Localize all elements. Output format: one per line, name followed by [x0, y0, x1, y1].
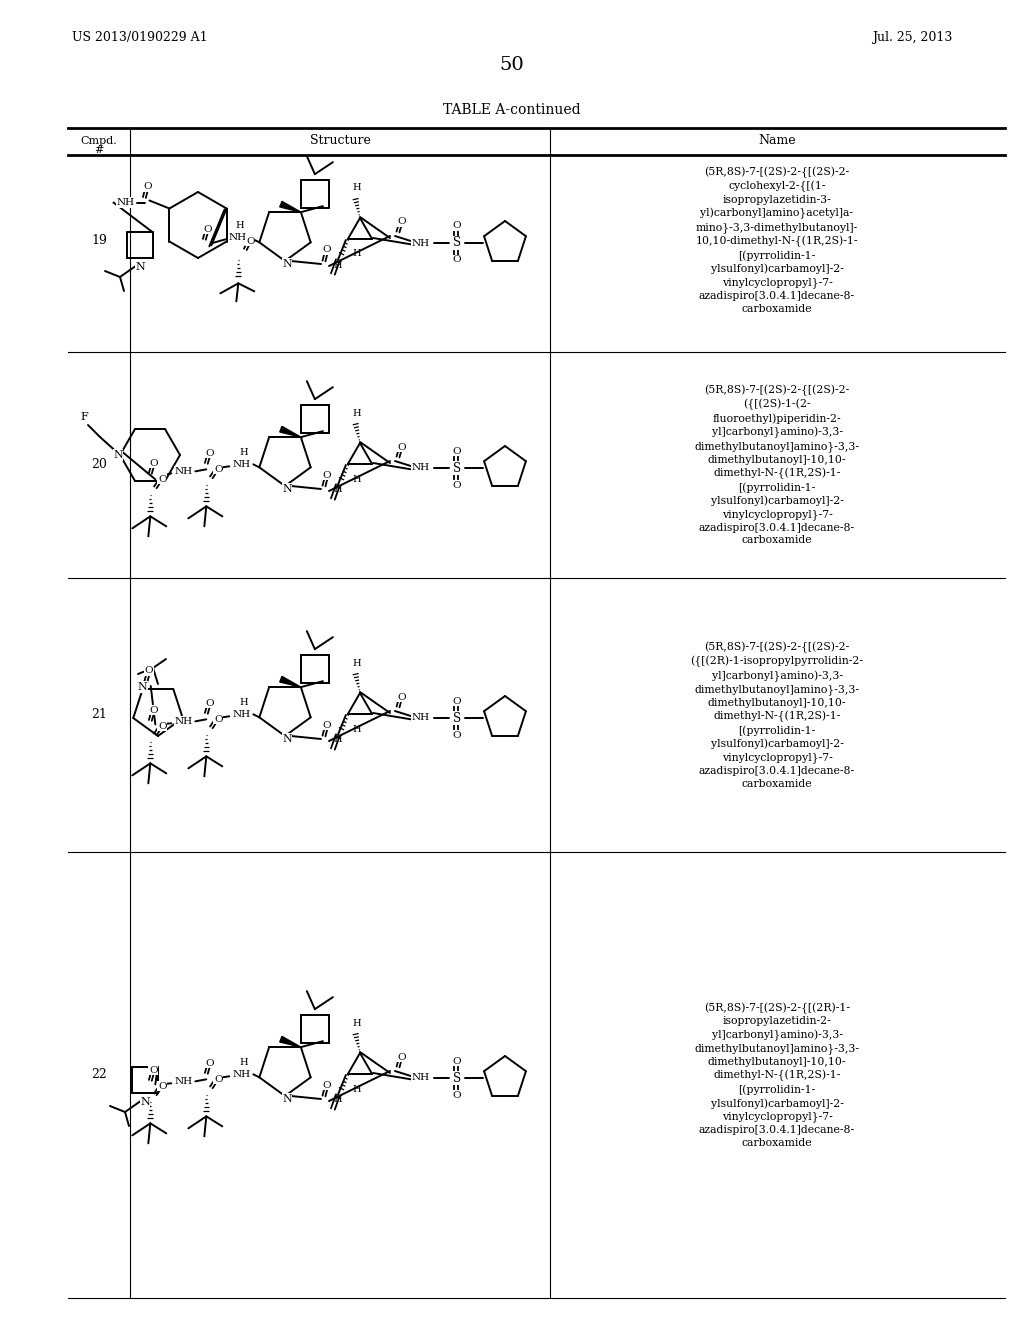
Text: N: N: [283, 1094, 292, 1104]
Polygon shape: [280, 202, 301, 213]
Text: (5R,8S)-7-[(2S)-2-{[(2R)-1-
isopropylazetidin-2-
yl]carbonyl}amino)-3,3-
dimethy: (5R,8S)-7-[(2S)-2-{[(2R)-1- isopropylaze…: [694, 1002, 859, 1148]
Text: NH: NH: [232, 710, 251, 719]
Text: O: O: [158, 722, 167, 731]
Text: S: S: [453, 1072, 461, 1085]
Text: 50: 50: [500, 55, 524, 74]
Text: O: O: [205, 449, 214, 458]
Text: Structure: Structure: [309, 135, 371, 148]
Text: O: O: [150, 459, 158, 467]
Text: NH: NH: [174, 1077, 193, 1086]
Text: US 2013/0190229 A1: US 2013/0190229 A1: [72, 30, 208, 44]
Text: N: N: [283, 259, 292, 269]
Text: Cmpd.: Cmpd.: [81, 136, 118, 147]
Text: Jul. 25, 2013: Jul. 25, 2013: [871, 30, 952, 44]
Text: O: O: [453, 1056, 462, 1065]
Text: (5R,8S)-7-[(2S)-2-{[(2S)-2-
({[(2S)-1-(2-
fluoroethyl)piperidin-2-
yl]carbonyl}a: (5R,8S)-7-[(2S)-2-{[(2S)-2- ({[(2S)-1-(2…: [694, 384, 859, 545]
Text: S: S: [453, 236, 461, 249]
Text: O: O: [205, 1059, 214, 1068]
Text: N: N: [283, 734, 292, 744]
Text: Name: Name: [758, 135, 796, 148]
Text: O: O: [323, 1081, 332, 1089]
Text: O: O: [203, 224, 212, 234]
Text: H: H: [239, 447, 248, 457]
Text: H: H: [334, 260, 342, 269]
Text: 22: 22: [91, 1068, 106, 1081]
Text: O: O: [246, 236, 255, 246]
Text: O: O: [453, 446, 462, 455]
Text: TABLE A-continued: TABLE A-continued: [443, 103, 581, 117]
Text: O: O: [323, 246, 332, 255]
Text: O: O: [214, 465, 222, 474]
Text: H: H: [352, 408, 361, 417]
Text: S: S: [453, 462, 461, 474]
Text: NH: NH: [412, 1073, 430, 1082]
Polygon shape: [280, 676, 301, 688]
Text: NH: NH: [174, 717, 193, 726]
Text: N: N: [113, 450, 123, 459]
Text: 21: 21: [91, 709, 106, 722]
Text: 20: 20: [91, 458, 106, 471]
Text: O: O: [397, 693, 407, 701]
Text: NH: NH: [412, 239, 430, 248]
Text: NH: NH: [412, 463, 430, 473]
Text: O: O: [214, 1074, 222, 1084]
Text: N: N: [138, 682, 147, 692]
Text: NH: NH: [117, 198, 134, 207]
Text: S: S: [453, 711, 461, 725]
Text: O: O: [453, 222, 462, 231]
Text: H: H: [352, 659, 361, 668]
Text: H: H: [334, 735, 342, 744]
Text: O: O: [397, 442, 407, 451]
Text: O: O: [397, 1052, 407, 1061]
Text: O: O: [453, 697, 462, 705]
Text: O: O: [323, 470, 332, 479]
Text: H: H: [352, 183, 361, 193]
Text: O: O: [397, 218, 407, 227]
Text: N: N: [140, 1097, 150, 1107]
Text: F: F: [80, 412, 88, 422]
Text: O: O: [144, 667, 153, 676]
Text: O: O: [143, 182, 152, 191]
Text: H: H: [352, 249, 360, 259]
Text: O: O: [453, 480, 462, 490]
Polygon shape: [280, 1036, 301, 1047]
Text: (5R,8S)-7-[(2S)-2-{[(2S)-2-
({[(2R)-1-isopropylpyrrolidin-2-
yl]carbonyl}amino)-: (5R,8S)-7-[(2S)-2-{[(2S)-2- ({[(2R)-1-is…: [690, 642, 863, 788]
Text: #: #: [94, 145, 103, 154]
Text: N: N: [283, 484, 292, 494]
Text: NH: NH: [174, 467, 193, 475]
Text: H: H: [239, 1057, 248, 1067]
Text: (5R,8S)-7-[(2S)-2-{[(2S)-2-
cyclohexyl-2-{[(1-
isopropylazetidin-3-
yl)carbonyl]: (5R,8S)-7-[(2S)-2-{[(2S)-2- cyclohexyl-2…: [695, 166, 858, 314]
Text: H: H: [236, 220, 244, 230]
Text: O: O: [150, 706, 158, 715]
Text: NH: NH: [232, 1069, 251, 1078]
Text: H: H: [352, 725, 360, 734]
Text: O: O: [453, 256, 462, 264]
Text: O: O: [453, 730, 462, 739]
Text: O: O: [158, 1082, 167, 1090]
Text: NH: NH: [412, 714, 430, 722]
Text: H: H: [334, 1096, 342, 1105]
Text: H: H: [239, 698, 248, 706]
Text: O: O: [323, 721, 332, 730]
Text: NH: NH: [228, 232, 247, 242]
Text: 19: 19: [91, 234, 106, 247]
Polygon shape: [280, 426, 301, 437]
Text: H: H: [352, 474, 360, 483]
Text: H: H: [334, 486, 342, 495]
Text: NH: NH: [232, 459, 251, 469]
Text: H: H: [352, 1085, 360, 1093]
Text: O: O: [158, 475, 167, 484]
Text: O: O: [150, 1065, 158, 1074]
Text: H: H: [352, 1019, 361, 1027]
Text: O: O: [453, 1090, 462, 1100]
Text: O: O: [205, 698, 214, 708]
Text: O: O: [214, 715, 222, 723]
Text: N: N: [135, 261, 144, 272]
